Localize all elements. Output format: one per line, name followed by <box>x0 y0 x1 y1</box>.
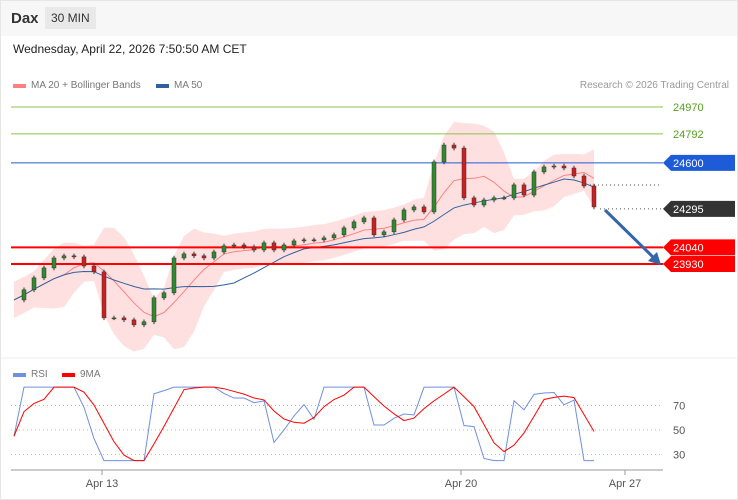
x-tick-label: Apr 20 <box>445 478 477 490</box>
candle <box>441 144 447 163</box>
level-label-23930: 23930 <box>673 259 704 271</box>
candle <box>401 209 407 221</box>
x-tick-label: Apr 13 <box>86 478 118 490</box>
candle <box>451 144 457 149</box>
candle <box>461 147 467 199</box>
candle <box>31 277 37 291</box>
candle <box>421 206 427 213</box>
candle <box>351 221 357 229</box>
legend-rsi-label: RSI <box>31 369 48 380</box>
candle <box>561 165 567 169</box>
candle <box>181 253 187 259</box>
legend-rsi: RSI <box>13 369 48 380</box>
legend-rsi-ma: 9MA <box>62 369 101 380</box>
copyright: Research © 2026 Trading Central <box>579 80 729 91</box>
candle <box>341 227 347 236</box>
legend-ma50-label: MA 50 <box>174 80 203 91</box>
candle <box>231 244 237 247</box>
candle <box>211 251 217 259</box>
candle <box>491 197 497 201</box>
candle <box>301 239 307 242</box>
candle <box>111 317 117 320</box>
candle <box>291 240 297 246</box>
candle <box>591 185 597 208</box>
candle <box>221 245 227 253</box>
level-label-24970: 24970 <box>673 102 704 114</box>
candle <box>251 246 257 251</box>
candle <box>201 255 207 259</box>
timeframe-button[interactable]: 30 MIN <box>45 7 96 29</box>
candle <box>391 219 397 233</box>
candle <box>191 253 197 257</box>
candle <box>131 319 137 326</box>
level-tag-24040 <box>663 239 735 256</box>
level-label-24295: 24295 <box>673 204 704 216</box>
legend-rsi-ma-label: 9MA <box>80 369 101 380</box>
candle <box>471 197 477 206</box>
candle <box>171 257 177 294</box>
candle <box>241 244 247 248</box>
candle <box>381 231 387 236</box>
candle <box>551 165 557 168</box>
level-label-24040: 24040 <box>673 242 704 254</box>
candle <box>21 289 27 301</box>
candle <box>431 161 437 213</box>
instrument-title: Dax <box>11 10 39 27</box>
candle <box>571 167 577 177</box>
candle <box>521 184 527 196</box>
legend-ma20: MA 20 + Bollinger Bands <box>13 80 141 91</box>
header <box>1 1 737 36</box>
candle <box>41 267 47 279</box>
candle <box>281 244 287 251</box>
legend-ma20-label: MA 20 + Bollinger Bands <box>31 80 141 91</box>
bollinger-bands <box>14 121 594 352</box>
legend-ma50: MA 50 <box>156 80 202 91</box>
candle <box>481 199 487 206</box>
x-tick-label: Apr 27 <box>609 478 641 490</box>
forecast-arrow <box>603 208 657 261</box>
candle <box>371 217 377 236</box>
ma20-line <box>13 171 595 318</box>
candle <box>331 234 337 239</box>
rsi-ma-line <box>13 386 595 462</box>
candle <box>91 265 97 273</box>
level-tag-23930 <box>663 256 735 273</box>
candle <box>81 256 87 267</box>
candle <box>581 175 587 187</box>
rsi-tick-30: 30 <box>673 450 685 462</box>
candle <box>271 242 277 251</box>
level-tag-24600 <box>663 154 735 171</box>
level-label-24600: 24600 <box>673 158 704 170</box>
rsi-tick-50: 50 <box>673 425 685 437</box>
ma50-line <box>13 178 595 301</box>
candle <box>531 171 537 196</box>
candle <box>261 242 267 251</box>
candle <box>511 184 517 199</box>
candle <box>161 292 167 299</box>
datetime: Wednesday, April 22, 2026 7:50:50 AM CET <box>13 42 247 56</box>
level-tag-24295 <box>663 200 735 217</box>
level-label-24792: 24792 <box>673 129 704 141</box>
candle <box>411 206 417 211</box>
candle <box>151 297 157 323</box>
rsi-tick-70: 70 <box>673 401 685 413</box>
candle <box>101 271 107 319</box>
candle <box>141 321 147 326</box>
candle <box>51 257 57 269</box>
candle <box>311 239 317 242</box>
candle <box>501 197 507 200</box>
candle <box>321 237 327 241</box>
forecast-arrow-head <box>648 252 661 265</box>
candle <box>121 317 127 321</box>
rsi-line <box>13 386 594 462</box>
candle <box>361 217 367 223</box>
candle <box>541 166 547 173</box>
candle <box>71 255 77 258</box>
candle <box>61 255 67 259</box>
